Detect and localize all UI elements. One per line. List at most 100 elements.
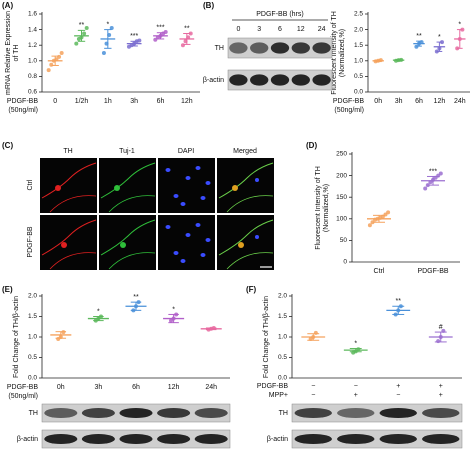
blot-band <box>44 407 78 419</box>
x-tick-label: 3h <box>130 98 138 105</box>
data-point <box>61 330 66 335</box>
data-point <box>109 26 114 31</box>
x-tick-label: 3h <box>95 384 103 391</box>
y-axis-label: of TH <box>13 45 20 62</box>
soma <box>120 242 126 248</box>
x-axis-label: (50ng/ml) <box>8 107 38 114</box>
data-point <box>440 40 444 45</box>
column-label: TH <box>63 148 72 155</box>
y-tick-label: 150 <box>336 194 347 201</box>
data-point <box>370 220 375 225</box>
y-tick-label: 50 <box>340 237 348 244</box>
significance: *** <box>156 25 164 32</box>
micrograph <box>158 215 215 270</box>
nucleus <box>200 253 206 257</box>
y-tick-label: 0.5 <box>278 354 287 361</box>
y-tick-label: 0.0 <box>28 375 37 382</box>
lane-label: 3 <box>257 26 261 33</box>
y-tick-label: 100 <box>336 216 347 223</box>
blot-band <box>337 433 375 445</box>
significance: * <box>438 34 441 41</box>
y-tick-label: 1.5 <box>278 313 287 320</box>
micrograph <box>217 215 274 270</box>
blot-band <box>250 74 269 86</box>
lane-label: 0 <box>236 26 240 33</box>
panel-label: (A) <box>2 1 13 10</box>
x-row-value: − <box>354 383 358 390</box>
neurite <box>108 252 156 270</box>
blot-band <box>422 433 460 445</box>
data-point <box>137 38 142 43</box>
y-axis-label: Fold Change of TH/β-actin <box>263 296 270 378</box>
data-point <box>82 31 87 36</box>
soma <box>114 185 120 191</box>
y-tick-label: 0.6 <box>28 89 37 96</box>
y-tick-label: 2.0 <box>354 26 363 33</box>
data-point <box>386 210 391 215</box>
data-point <box>134 304 138 309</box>
significance: *** <box>130 33 138 40</box>
column-label: DAPI <box>178 148 194 155</box>
nucleus <box>205 181 211 185</box>
data-point <box>180 43 185 48</box>
blot-row-label: β-actin <box>17 436 38 443</box>
y-tick-label: 1.4 <box>28 26 37 33</box>
x-axis-label: PDGF-BB <box>7 384 38 391</box>
data-point <box>457 36 462 41</box>
data-point <box>460 27 465 32</box>
y-tick-label: 1.5 <box>28 313 37 320</box>
blot-band <box>270 42 290 54</box>
data-point <box>46 68 51 73</box>
nucleus <box>165 225 171 229</box>
data-point <box>101 51 106 55</box>
data-point <box>186 35 191 40</box>
data-point <box>136 300 141 305</box>
soma <box>255 178 259 182</box>
x-tick-label: 12h <box>434 98 446 105</box>
y-tick-label: 2.0 <box>28 293 37 300</box>
data-point <box>171 316 176 321</box>
data-point <box>163 29 168 34</box>
blot-band <box>229 74 248 86</box>
neurite <box>49 252 97 270</box>
blot-band <box>157 407 191 419</box>
neurite <box>49 195 97 213</box>
data-point <box>153 37 158 42</box>
x-tick-label: Ctrl <box>374 268 385 275</box>
blot-band <box>422 407 460 419</box>
y-tick-label: 2.0 <box>278 293 287 300</box>
panel-label: (E) <box>2 285 13 294</box>
nucleus <box>185 176 191 180</box>
blot-band <box>119 407 153 419</box>
blot-band <box>337 407 375 419</box>
data-point <box>131 308 136 313</box>
data-point <box>132 41 137 46</box>
x-tick-label: 12h <box>181 98 193 105</box>
blot-row-label: TH <box>215 45 224 52</box>
row-label: Ctrl <box>27 179 34 190</box>
lane-label: 12 <box>297 26 305 33</box>
blot-row-label: TH <box>279 410 288 417</box>
column-label: Merged <box>233 148 257 155</box>
data-point <box>174 312 179 317</box>
panel-label: (C) <box>2 141 13 150</box>
x-row-value: + <box>354 392 358 399</box>
x-tick-label: PDGF-BB <box>417 268 448 275</box>
data-point <box>434 49 439 54</box>
data-point <box>378 58 383 63</box>
y-tick-label: 1.6 <box>28 11 37 18</box>
nucleus <box>173 251 179 255</box>
x-tick-label: 24h <box>205 384 217 391</box>
x-tick-label: 6h <box>157 98 165 105</box>
blot-row-label: β-actin <box>267 436 288 443</box>
soma <box>232 185 238 191</box>
y-tick-label: 0 <box>343 259 347 266</box>
blot-band <box>294 407 332 419</box>
neurite <box>226 195 274 213</box>
data-point <box>84 26 89 31</box>
data-point <box>438 335 443 339</box>
x-row-value: + <box>439 383 443 390</box>
blot-band <box>379 433 417 445</box>
x-tick-label: 12h <box>168 384 180 391</box>
blot-band <box>194 433 228 445</box>
